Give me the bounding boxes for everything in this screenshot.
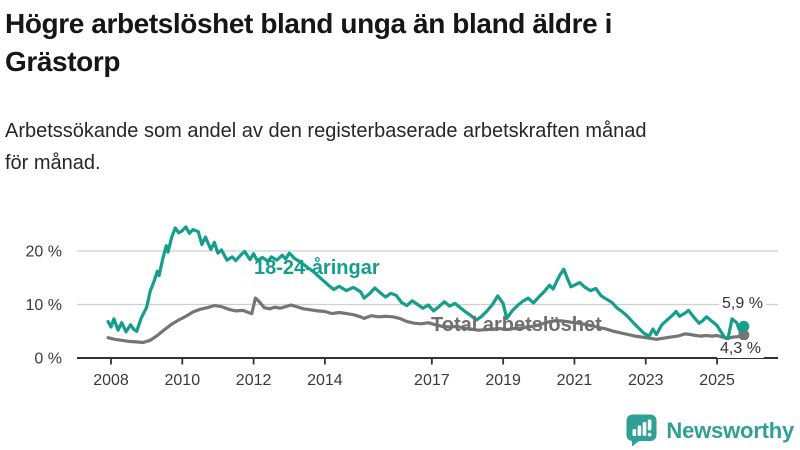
chart-subtitle: Arbetssökande som andel av den registerb… (5, 115, 797, 179)
series-end-dot-youth (738, 320, 750, 332)
y-tick-label: 0 % (34, 351, 62, 368)
newsworthy-logo-text: Newsworthy (666, 417, 794, 443)
x-tick-label: 2021 (557, 372, 593, 389)
series-line-youth (106, 225, 746, 342)
x-tick-label: 2025 (699, 372, 735, 389)
chart-subtitle-line2: för månad. (5, 152, 101, 174)
x-tick-label: 2019 (485, 372, 521, 389)
x-tick-label: 2010 (165, 372, 201, 389)
chart-title-line1: Högre arbetslöshet bland unga än bland ä… (5, 8, 613, 39)
line-chart: 0 % 10 % 20 % 2008 2010 2012 2014 2017 2019 2021 2… (26, 225, 778, 389)
end-value-label-youth: 5,9 % (719, 295, 766, 313)
y-tick-label: 10 % (26, 297, 62, 314)
x-tick-label: 2017 (414, 372, 450, 389)
chart-title-line2: Grästorp (5, 46, 121, 77)
x-tick-label: 2014 (307, 372, 343, 389)
x-tick-label: 2012 (236, 372, 272, 389)
series-label-youth: 18-24-åringar (254, 257, 380, 279)
y-tick-label: 20 % (26, 244, 62, 261)
x-tick-label: 2008 (93, 372, 129, 389)
chart-title: Högre arbetslöshet bland unga än bland ä… (5, 5, 797, 81)
bar-chart-speech-bubble-icon (626, 414, 657, 447)
end-value-label-total: 4,3 % (717, 340, 764, 358)
series-line-total (106, 296, 746, 345)
chart-subtitle-line1: Arbetssökande som andel av den registerb… (5, 120, 647, 142)
x-tick-label: 2023 (628, 372, 664, 389)
series-label-total: Total arbetslöshet (431, 314, 602, 336)
series-end-dot-total (738, 329, 750, 341)
newsworthy-logo: Newsworthy (626, 414, 794, 447)
